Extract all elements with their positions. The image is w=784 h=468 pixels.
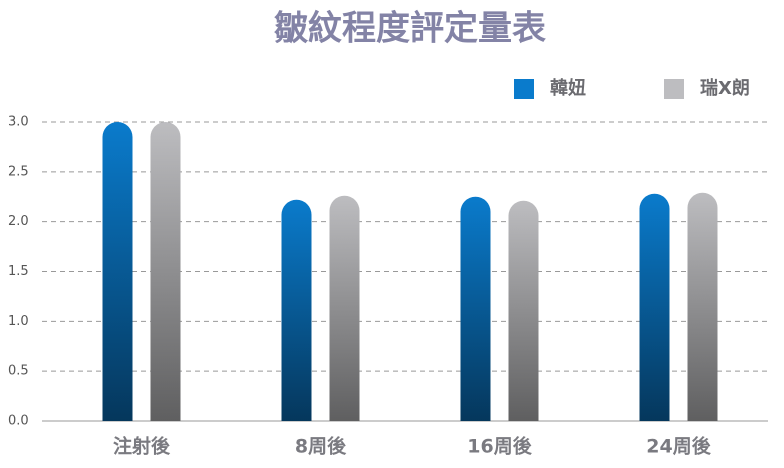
x-tick-label: 注射後 [113, 435, 171, 458]
chart-title: 皺紋程度評定量表 [274, 9, 546, 49]
y-tick-label: 2.5 [8, 164, 29, 179]
bar [687, 192, 718, 421]
y-tick-label: 1.5 [8, 264, 29, 279]
legend-swatch [664, 79, 684, 99]
legend-label: 瑞X朗 [700, 78, 750, 99]
bar [508, 200, 539, 421]
bar [150, 122, 181, 422]
x-tick-label: 8周後 [295, 435, 347, 458]
y-tick-label: 1.0 [8, 314, 29, 329]
bar [329, 195, 360, 421]
legend-swatch [514, 79, 534, 99]
y-tick-label: 2.0 [8, 214, 29, 229]
bar [102, 122, 133, 422]
bar [639, 193, 670, 421]
x-tick-label: 16周後 [467, 435, 532, 458]
x-tick-label: 24周後 [646, 435, 711, 458]
bar [460, 196, 491, 421]
y-tick-label: 0.5 [8, 364, 29, 379]
legend-label: 韓妞 [550, 77, 586, 99]
y-tick-label: 3.0 [8, 115, 29, 130]
y-tick-label: 0.0 [8, 414, 29, 429]
bar [281, 199, 312, 421]
